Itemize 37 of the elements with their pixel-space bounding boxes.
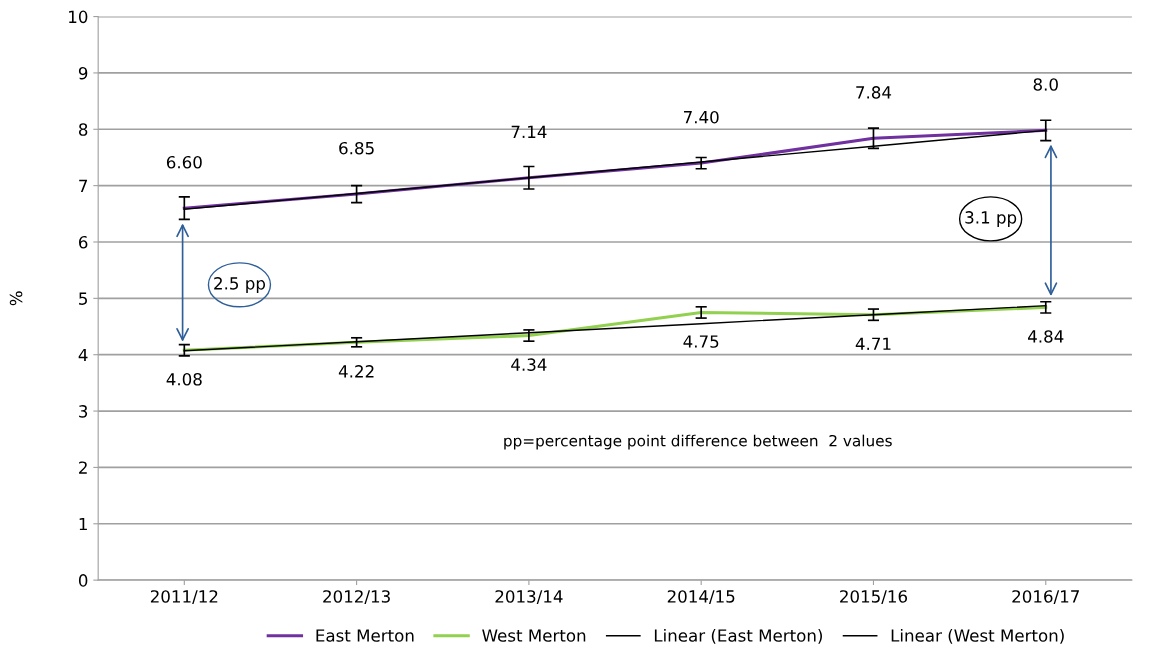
legend-label: East Merton bbox=[316, 629, 414, 642]
legend-label: Linear (West Merton) bbox=[891, 628, 1064, 644]
y-tick-label: 5 bbox=[79, 292, 87, 305]
data-label: 6.85 bbox=[339, 141, 374, 155]
data-label: 6.60 bbox=[166, 155, 202, 169]
data-label: 4.84 bbox=[1028, 330, 1064, 343]
x-tick-label: 2011/12 bbox=[150, 590, 218, 605]
y-tick-label: 1 bbox=[79, 517, 87, 531]
annotation: pp=percentage point difference between 2 values bbox=[504, 434, 892, 450]
data-label: 4.08 bbox=[166, 372, 202, 386]
x-tick-label: 2016/17 bbox=[1012, 590, 1079, 605]
data-label: 7.40 bbox=[683, 110, 719, 124]
x-tick-label: 2014/15 bbox=[667, 590, 735, 605]
y-tick-label: 2 bbox=[79, 461, 87, 474]
y-tick-label: 7 bbox=[79, 179, 88, 192]
x-tick-label: 2015/16 bbox=[840, 590, 908, 605]
annotation: 3.1 pp bbox=[965, 211, 1017, 227]
annotation: 2.5 pp bbox=[214, 277, 266, 293]
data-label: 7.14 bbox=[511, 125, 547, 138]
legend-label: Linear (East Merton) bbox=[654, 628, 822, 644]
x-tick-label: 2012/13 bbox=[323, 590, 390, 605]
y-axis-title: % bbox=[9, 291, 23, 306]
y-tick-label: 9 bbox=[78, 66, 88, 80]
y-tick-label: 6 bbox=[79, 235, 88, 249]
data-label: 4.34 bbox=[511, 358, 547, 371]
legend-label: West Merton bbox=[482, 629, 586, 642]
data-label: 4.71 bbox=[855, 337, 891, 350]
y-tick-label: 3 bbox=[79, 405, 88, 418]
y-tick-label: 4 bbox=[78, 348, 88, 362]
y-tick-label: 8 bbox=[78, 123, 88, 136]
data-label: 4.75 bbox=[683, 335, 719, 348]
y-tick-label: 10 bbox=[69, 10, 88, 24]
y-tick-label: 0 bbox=[78, 574, 88, 587]
data-label: 7.84 bbox=[856, 86, 892, 99]
data-label: 8.0 bbox=[1033, 78, 1058, 91]
data-label: 4.22 bbox=[338, 365, 374, 378]
x-tick-label: 2013/14 bbox=[495, 590, 563, 605]
